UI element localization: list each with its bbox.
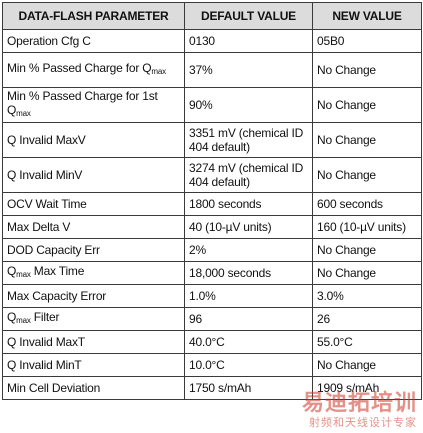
parameter-text: Max Delta V [7,220,71,234]
cell-new-value: No Change [312,157,422,193]
cell-new-value: 3.0% [312,284,422,308]
cell-new-value: 1909 s/mAh [312,376,422,400]
cell-new-value: No Change [312,87,422,123]
header-row: DATA-FLASH PARAMETER DEFAULT VALUE NEW V… [2,2,422,30]
cell-parameter: Q Invalid MaxV [2,122,185,158]
cell-new-value: No Change [312,261,422,285]
cell-parameter: Min Cell Deviation [2,376,185,400]
table-row: Min % Passed Charge for 1st Qmax 90% No Ch… [2,87,422,123]
parameter-subscript: max [16,316,31,325]
parameter-subscript: max [16,270,31,279]
cell-parameter: Q Invalid MinV [2,157,185,193]
cell-default-value: 3274 mV (chemical ID 404 default) [184,157,313,193]
cell-default-value: 90% [184,87,313,123]
cell-new-value: No Change [312,353,422,377]
parameter-text: DOD Capacity Err [7,243,100,257]
cell-default-value: 10.0°C [184,353,313,377]
cell-parameter: Operation Cfg C [2,29,185,53]
cell-default-value: 96 [184,307,313,331]
cell-new-value: No Change [312,52,422,88]
header-new-value: NEW VALUE [312,2,422,30]
table-row: Qmax Max Time 18,000 seconds No Change [2,261,422,285]
cell-default-value: 1750 s/mAh [184,376,313,400]
table-row: Max Delta V 40 (10-µV units) 160 (10-µV un… [2,215,422,239]
parameter-subscript: max [16,109,31,118]
table-row: Q Invalid MaxV 3351 mV (chemical ID 404 d… [2,122,422,158]
cell-new-value: 55.0°C [312,330,422,354]
table-row: Max Capacity Error 1.0% 3.0% [2,284,422,308]
cell-default-value: 2% [184,238,313,262]
cell-new-value: No Change [312,238,422,262]
table-row: Min % Passed Charge for Qmax 37% No Change [2,52,422,88]
table-row: Min Cell Deviation 1750 s/mAh 1909 s/mAh [2,376,422,400]
cell-parameter: Qmax Filter [2,307,185,331]
cell-new-value: 05B0 [312,29,422,53]
cell-parameter: Max Capacity Error [2,284,185,308]
table-row: DOD Capacity Err 2% No Change [2,238,422,262]
parameter-text: Q Invalid MaxV [7,133,86,147]
cell-default-value: 37% [184,52,313,88]
parameter-suffix: Filter [30,310,60,324]
cell-new-value: 160 (10-µV units) [312,215,422,239]
parameter-text: Q [7,310,17,324]
parameter-text: Q Invalid MinV [7,168,83,182]
cell-parameter: Q Invalid MinT [2,353,185,377]
cell-default-value: 1.0% [184,284,313,308]
table-row: Qmax Filter 96 26 [2,307,422,331]
cell-parameter: Min % Passed Charge for Qmax [2,52,185,88]
parameter-text: Operation Cfg C [7,34,91,48]
cell-parameter: OCV Wait Time [2,192,185,216]
cell-parameter: Max Delta V [2,215,185,239]
table-row: Operation Cfg C 0130 05B0 [2,29,422,53]
table-row: OCV Wait Time 1800 seconds 600 seconds [2,192,422,216]
cell-default-value: 18,000 seconds [184,261,313,285]
cell-default-value: 3351 mV (chemical ID 404 default) [184,122,313,158]
cell-new-value: 600 seconds [312,192,422,216]
table-row: Q Invalid MinV 3274 mV (chemical ID 404 d… [2,157,422,193]
cell-default-value: 40 (10-µV units) [184,215,313,239]
parameter-text: Q Invalid MaxT [7,335,85,349]
parameter-text: OCV Wait Time [7,197,87,211]
cell-parameter: DOD Capacity Err [2,238,185,262]
header-default-value: DEFAULT VALUE [184,2,313,30]
cell-new-value: No Change [312,122,422,158]
parameter-text: Min % Passed Charge for 1st Q [7,89,158,117]
parameter-subscript: max [151,67,166,76]
parameter-text: Min % Passed Charge for Q [7,61,152,75]
data-flash-table: DATA-FLASH PARAMETER DEFAULT VALUE NEW V… [2,2,422,400]
table-row: Q Invalid MinT 10.0°C No Change [2,353,422,377]
watermark-subtitle: 射频和天线设计专家 [309,416,417,429]
cell-default-value: 40.0°C [184,330,313,354]
cell-default-value: 1800 seconds [184,192,313,216]
parameter-suffix: Max Time [30,264,85,278]
cell-default-value: 0130 [184,29,313,53]
parameter-text: Max Capacity Error [7,289,107,303]
cell-parameter: Qmax Max Time [2,261,185,285]
parameter-text: Min Cell Deviation [7,381,101,395]
cell-new-value: 26 [312,307,422,331]
table-body: Operation Cfg C 0130 05B0 Min % Passed Char… [2,29,422,400]
parameter-text: Q [7,264,17,278]
header-parameter: DATA-FLASH PARAMETER [2,2,185,30]
cell-parameter: Q Invalid MaxT [2,330,185,354]
cell-parameter: Min % Passed Charge for 1st Qmax [2,87,185,123]
table-row: Q Invalid MaxT 40.0°C 55.0°C [2,330,422,354]
parameter-text: Q Invalid MinT [7,358,82,372]
